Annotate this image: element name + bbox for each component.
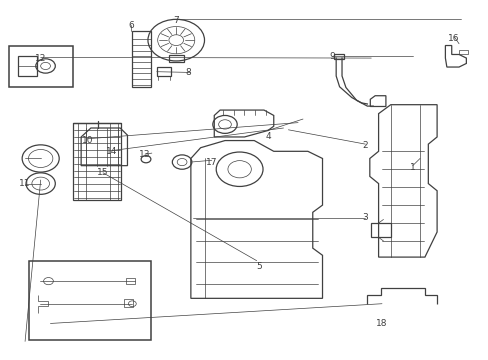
Text: 12: 12: [35, 54, 46, 63]
Text: 6: 6: [128, 21, 134, 30]
Text: 8: 8: [185, 68, 191, 77]
Text: 5: 5: [256, 262, 262, 271]
Bar: [157, 67, 171, 76]
Text: 4: 4: [264, 132, 270, 141]
Bar: [29, 261, 151, 339]
Text: 14: 14: [106, 147, 117, 156]
Text: 18: 18: [375, 319, 387, 328]
Text: 10: 10: [81, 136, 93, 145]
Bar: [9, 45, 73, 87]
Text: 1: 1: [409, 163, 415, 172]
Text: 15: 15: [97, 168, 109, 177]
Bar: [370, 223, 390, 237]
Bar: [123, 300, 133, 307]
Text: 2: 2: [362, 141, 367, 150]
Bar: [73, 123, 121, 200]
Text: 16: 16: [447, 34, 459, 43]
Text: 17: 17: [205, 158, 217, 167]
Text: 11: 11: [20, 179, 31, 188]
Bar: [168, 55, 183, 62]
Text: 7: 7: [173, 16, 179, 25]
Bar: [458, 50, 467, 54]
Bar: [333, 54, 344, 59]
Bar: [132, 31, 151, 87]
Bar: [126, 278, 135, 284]
Bar: [18, 56, 37, 76]
Text: 3: 3: [362, 213, 367, 222]
Text: 13: 13: [139, 150, 150, 159]
Text: 9: 9: [329, 52, 334, 61]
